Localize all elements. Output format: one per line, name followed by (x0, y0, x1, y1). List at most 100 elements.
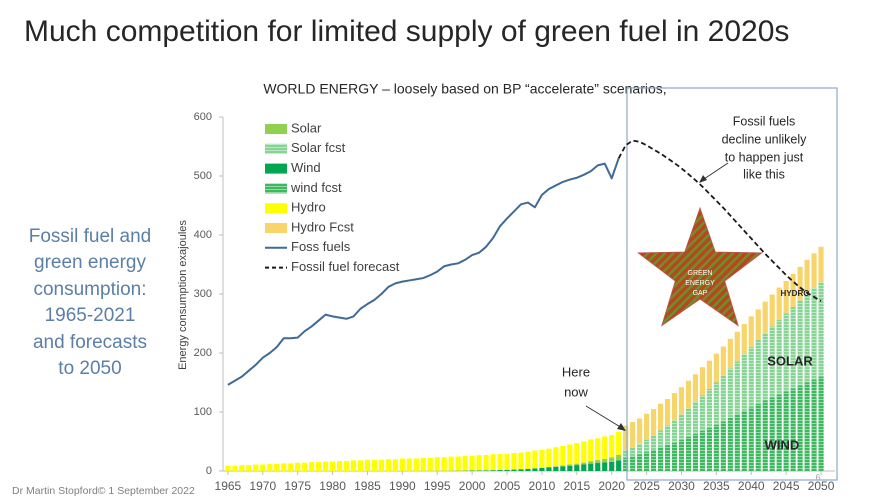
bar-segment (581, 462, 587, 465)
bar-segment (546, 467, 552, 471)
bar-segment (623, 425, 629, 451)
x-tick-label: 2015 (563, 479, 590, 493)
legend-swatch (265, 124, 287, 134)
bar-segment (657, 447, 664, 471)
bar-segment (748, 407, 754, 471)
x-tick-label: 2005 (494, 479, 521, 493)
bar-segment (657, 403, 664, 431)
bar-segment (504, 469, 510, 471)
bar-segment (434, 457, 440, 471)
bar-segment (553, 466, 559, 467)
bar-segment (260, 464, 266, 471)
bar-segment (246, 465, 252, 471)
bar-segment (511, 469, 517, 471)
x-tick-label: 2025 (633, 479, 660, 493)
bar-segment (553, 447, 559, 467)
note-line: decline unlikely (722, 132, 808, 146)
bar-segment (727, 368, 733, 418)
bar-segment (413, 458, 419, 471)
side-text: Fossil fuel and green energy consumption… (29, 226, 152, 379)
bar-segment (776, 319, 782, 395)
legend-swatch (265, 163, 287, 174)
legend-label: wind fcst (290, 180, 342, 195)
bar-segment (720, 375, 726, 422)
side-line: to 2050 (58, 358, 121, 379)
bar-segment (678, 387, 685, 415)
bar-segment (797, 300, 803, 386)
slide-title: Much competition for limited supply of g… (24, 15, 789, 48)
bar-segment (232, 465, 238, 471)
bar-segment (699, 430, 705, 471)
bar-segment (741, 324, 747, 355)
bar-segment (253, 464, 259, 471)
bar-segment (664, 425, 671, 446)
bar-segment (720, 346, 726, 376)
bar-segment (511, 453, 517, 470)
bar-segment (274, 463, 280, 471)
bar-segment (609, 457, 615, 462)
bar-segment (644, 413, 650, 440)
bar-segment (671, 442, 678, 471)
bar-segment (734, 331, 740, 362)
bar-segment (602, 462, 608, 471)
bar-segment (602, 458, 608, 463)
legend-label: Solar (291, 120, 322, 135)
bar-segment (623, 450, 629, 459)
bar-segment (804, 294, 810, 383)
bar-segment (685, 380, 692, 409)
bar-segment (818, 282, 824, 377)
bar-segment (706, 360, 712, 389)
bar-segment (657, 430, 664, 448)
bar-segment (609, 435, 615, 458)
bar-segment (588, 439, 594, 462)
x-tick-label: 2050 (808, 479, 835, 493)
bar-segment (755, 309, 761, 341)
bar-segment (595, 438, 601, 461)
bar-segment (671, 393, 678, 421)
bars (225, 246, 824, 471)
y-axis-label: Energy consumption exajoules (177, 220, 189, 370)
bar-segment (490, 470, 496, 471)
bar-segment (776, 394, 782, 471)
bar-segment (539, 467, 545, 471)
bar-segment (706, 388, 712, 428)
star (637, 206, 763, 327)
bar-segment (790, 273, 796, 307)
side-line: green energy (34, 252, 146, 273)
bar-segment (762, 400, 768, 471)
bar-segment (644, 439, 650, 453)
chart-title: WORLD ENERGY – loosely based on BP “acce… (263, 81, 666, 97)
x-tick-label: 2030 (668, 479, 695, 493)
bar-segment (525, 468, 531, 471)
bar-segment (462, 455, 468, 471)
bar-segment (553, 466, 559, 471)
x-tick-label: 1990 (389, 479, 416, 493)
line (227, 157, 620, 386)
bar-segment (602, 436, 608, 459)
bar-segment (574, 463, 580, 466)
forecast-box (626, 87, 838, 481)
bar-segment (720, 421, 726, 471)
bar-segment (755, 340, 761, 404)
y-tick-label: 200 (194, 347, 212, 359)
bar-segment (588, 463, 594, 471)
bar-segment (692, 401, 699, 434)
x-tick-label: 1975 (284, 479, 311, 493)
bar-segment (581, 441, 587, 463)
note-line: Here (562, 364, 590, 379)
bar-segment (490, 454, 496, 471)
y-tick-label: 300 (194, 288, 212, 300)
bar-segment (406, 458, 412, 471)
x-tick-label: 1995 (424, 479, 451, 493)
bar-segment (378, 459, 384, 471)
bar-segment (574, 442, 580, 464)
bar-segment (560, 466, 566, 471)
side-line: 1965-2021 (45, 305, 136, 326)
bar-segment (783, 391, 789, 471)
note-line: now (564, 384, 588, 399)
axes: 0 100 200 300 400 500 600 1965 1970 1975 1980 1985 1… (194, 111, 835, 493)
bar-segment (483, 454, 489, 471)
star-text: GAP (693, 290, 708, 297)
bar-segment (476, 455, 482, 471)
